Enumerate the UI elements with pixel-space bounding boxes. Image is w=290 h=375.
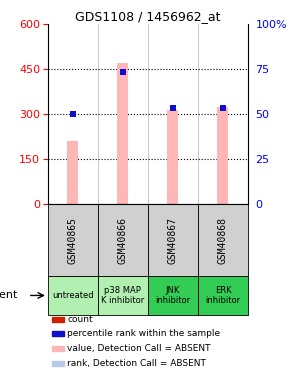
Bar (52, 332, 64, 336)
Bar (67, 141, 78, 204)
Bar (48, 276, 98, 315)
Text: GSM40866: GSM40866 (118, 217, 128, 264)
Text: percentile rank within the sample: percentile rank within the sample (67, 330, 220, 339)
Bar (48, 204, 98, 276)
Text: GSM40865: GSM40865 (68, 217, 78, 264)
Bar (148, 204, 198, 276)
Bar (198, 204, 248, 276)
Bar (148, 276, 198, 315)
Bar (117, 63, 128, 204)
Bar (218, 107, 229, 204)
Text: p38 MAP
K inhibitor: p38 MAP K inhibitor (101, 286, 144, 305)
Bar (52, 317, 64, 322)
Text: rank, Detection Call = ABSENT: rank, Detection Call = ABSENT (67, 359, 206, 368)
Text: untreated: untreated (52, 291, 94, 300)
Title: GDS1108 / 1456962_at: GDS1108 / 1456962_at (75, 10, 221, 23)
Text: JNK
inhibitor: JNK inhibitor (155, 286, 191, 305)
Bar (198, 276, 248, 315)
Bar (167, 110, 178, 204)
Text: ERK
inhibitor: ERK inhibitor (205, 286, 240, 305)
Text: value, Detection Call = ABSENT: value, Detection Call = ABSENT (67, 344, 211, 353)
Text: GSM40867: GSM40867 (168, 217, 178, 264)
Bar (52, 346, 64, 351)
Bar (52, 361, 64, 366)
Bar (98, 204, 148, 276)
Text: count: count (67, 315, 93, 324)
Bar (98, 276, 148, 315)
Text: agent: agent (0, 291, 18, 300)
Text: GSM40868: GSM40868 (218, 217, 228, 264)
